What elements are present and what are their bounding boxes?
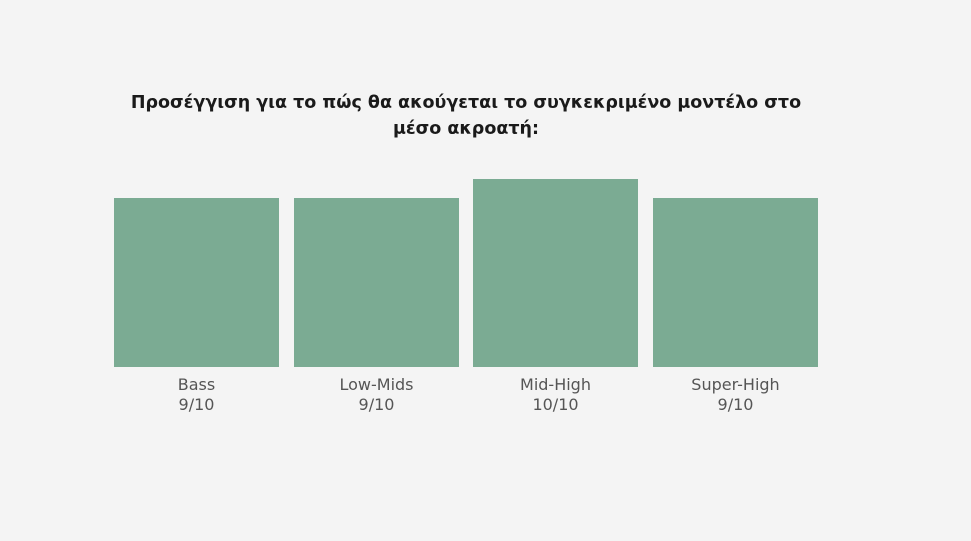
bar-super-high (653, 198, 818, 367)
bar-mid-high (473, 179, 638, 367)
category-label: Super-High (691, 375, 780, 394)
value-label: 10/10 (532, 395, 579, 414)
bar-group-bass: Bass 9/10 (114, 0, 279, 541)
bar-label-low-mids: Low-Mids 9/10 (294, 375, 459, 415)
bar-label-bass: Bass 9/10 (114, 375, 279, 415)
bar-group-low-mids: Low-Mids 9/10 (294, 0, 459, 541)
category-label: Bass (177, 375, 216, 394)
category-label: Mid-High (520, 375, 591, 394)
bar-low-mids (294, 198, 459, 367)
bar-bass (114, 198, 279, 367)
value-label: 9/10 (358, 395, 395, 414)
chart-title: Προσέγγιση για το πώς θα ακούγεται το συ… (130, 93, 802, 139)
bar-label-super-high: Super-High 9/10 (653, 375, 818, 415)
category-label: Low-Mids (339, 375, 414, 394)
bar-label-mid-high: Mid-High 10/10 (473, 375, 638, 415)
value-label: 9/10 (717, 395, 754, 414)
bar-group-mid-high: Mid-High 10/10 (473, 0, 638, 541)
bar-group-super-high: Super-High 9/10 (653, 0, 818, 541)
value-label: 9/10 (178, 395, 215, 414)
